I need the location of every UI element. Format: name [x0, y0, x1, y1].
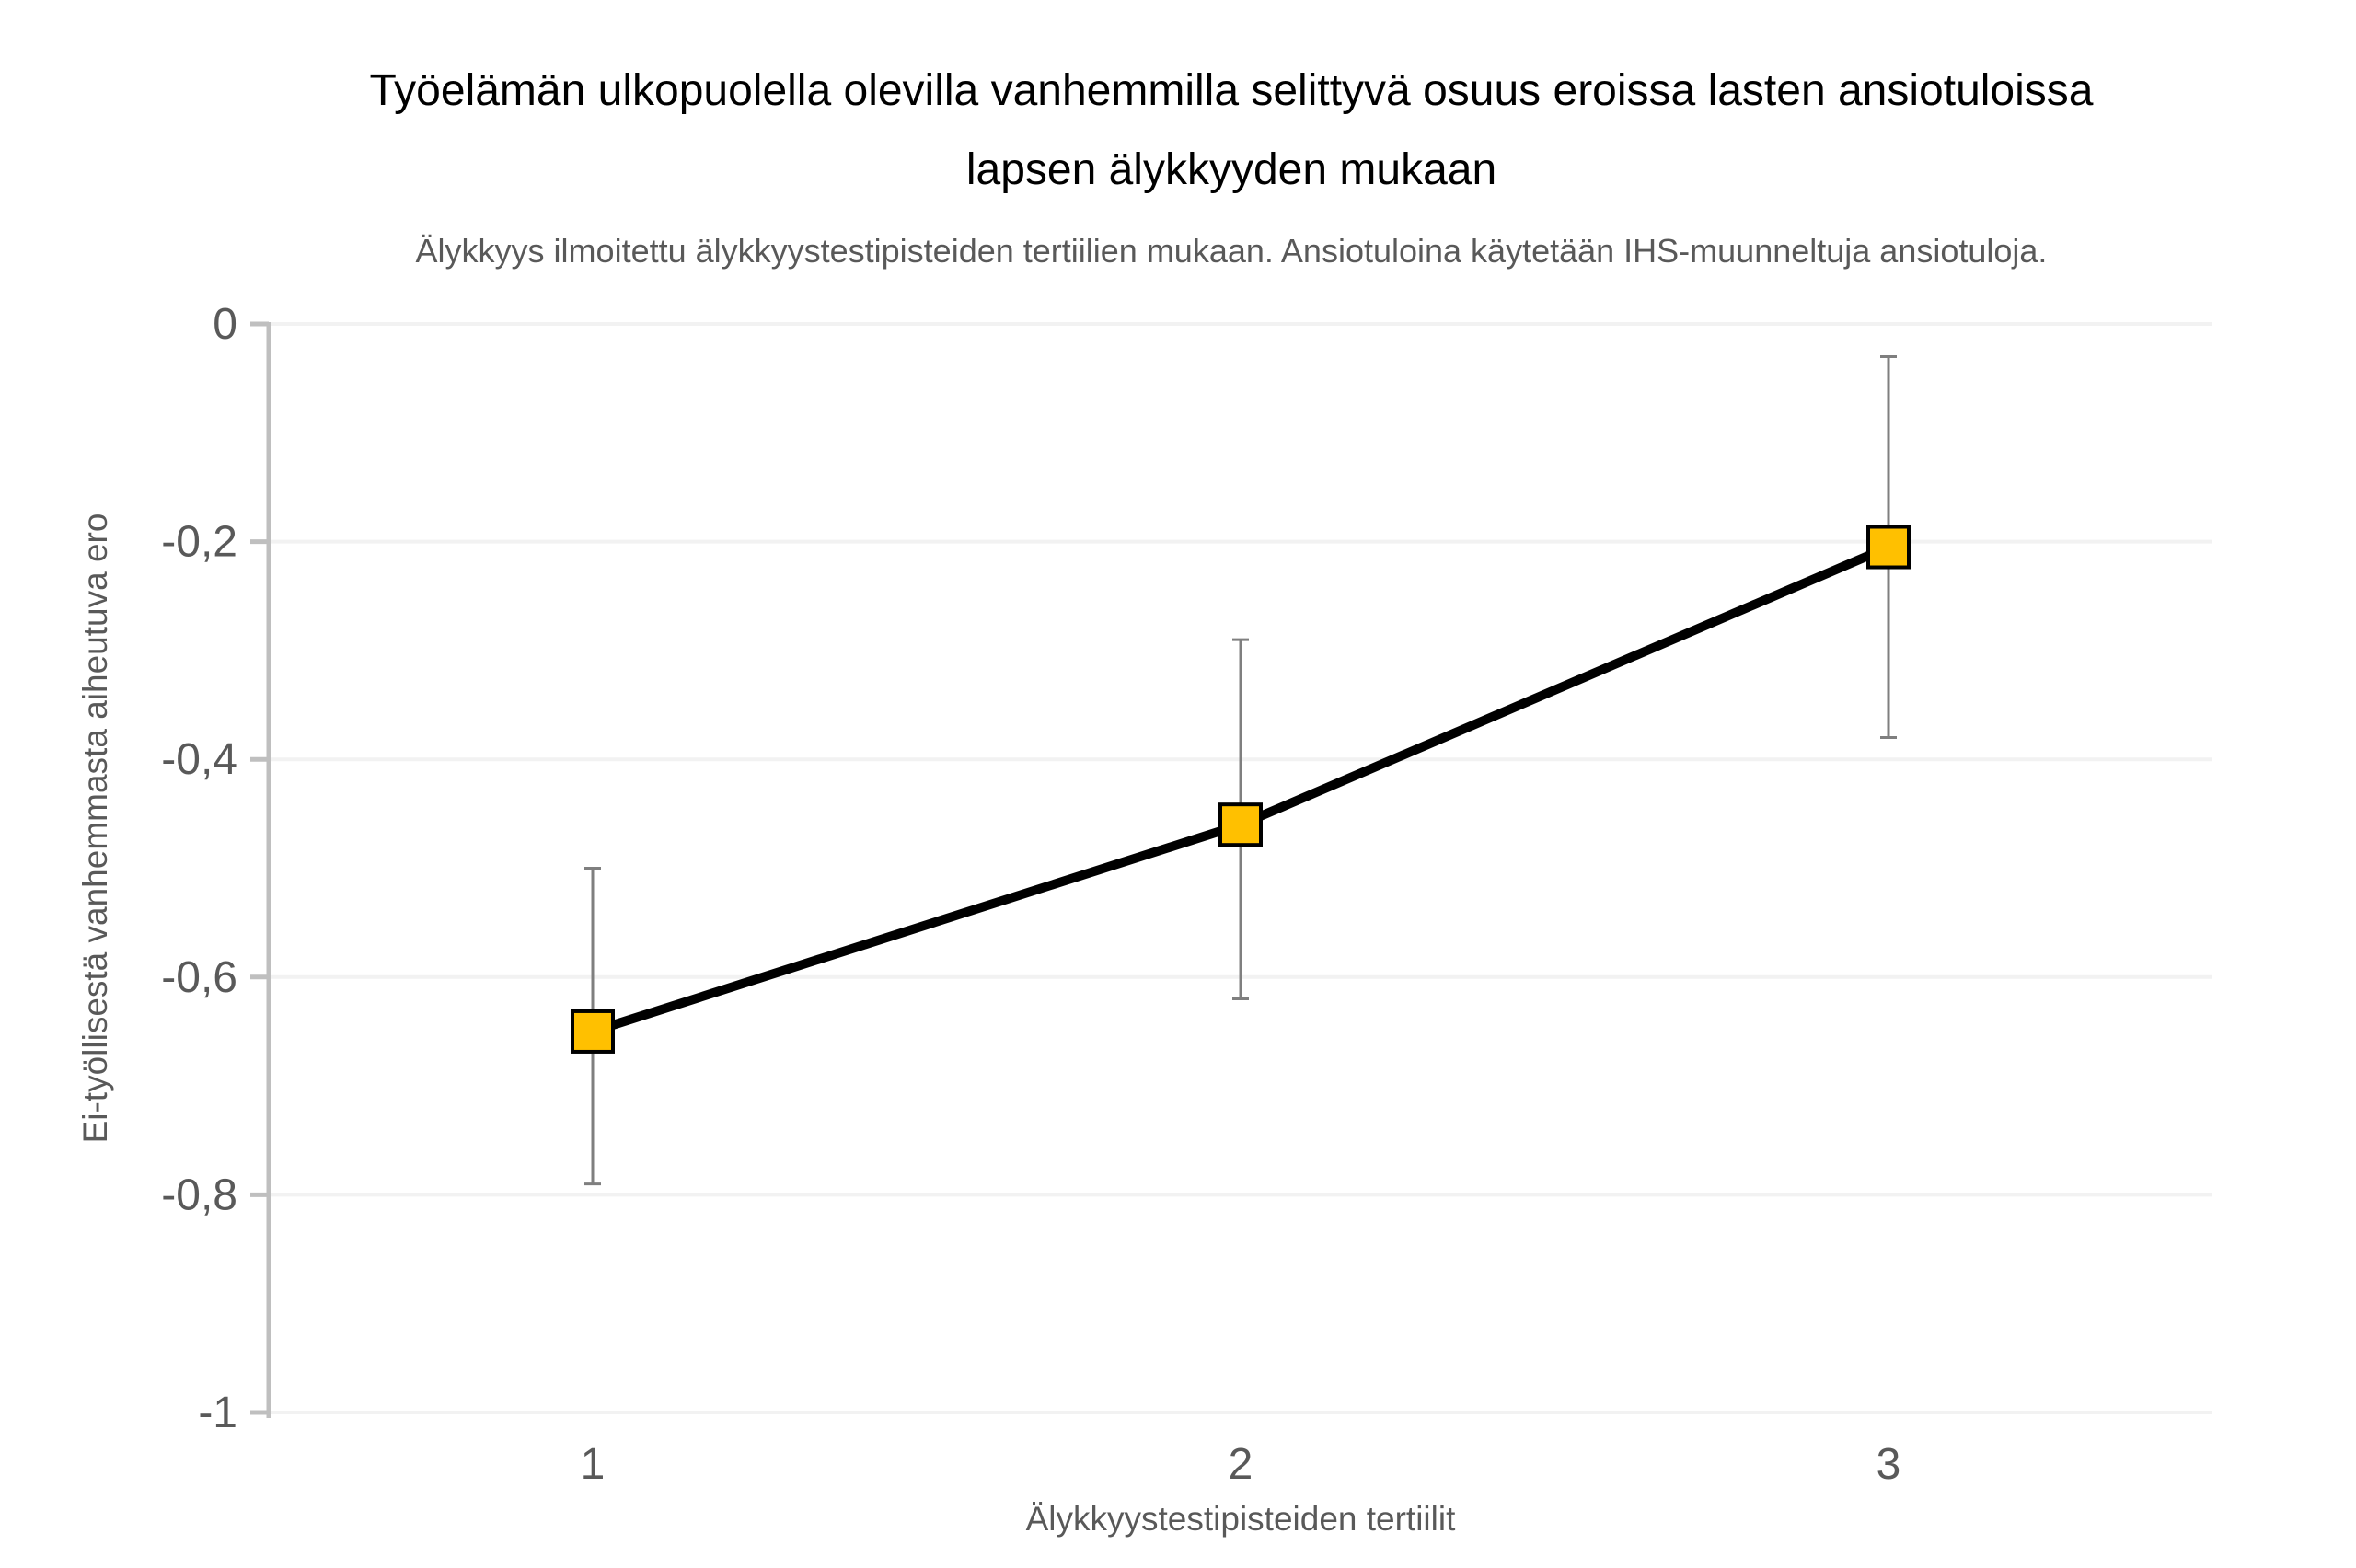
y-tick-label: -0,4	[161, 735, 237, 784]
chart-title: Työelämän ulkopuolella olevilla vanhemmi…	[107, 52, 2356, 210]
y-tick-label: 0	[213, 300, 237, 349]
data-point-marker	[571, 1009, 615, 1054]
y-tick-label: -0,2	[161, 518, 237, 567]
chart-title-line-1: Työelämän ulkopuolella olevilla vanhemmi…	[369, 66, 2094, 115]
y-tick-label: -0,8	[161, 1170, 237, 1219]
x-tick-label: 2	[1229, 1440, 1253, 1489]
x-tick-label: 3	[1877, 1440, 1901, 1489]
data-point-marker	[1866, 525, 1911, 570]
y-tick-label: -0,6	[161, 953, 237, 1002]
chart-subtitle: Älykkyys ilmoitettu älykkyystestipisteid…	[415, 232, 2048, 270]
data-point-marker	[1218, 802, 1263, 847]
x-tick-label: 1	[581, 1440, 606, 1489]
chart-title-line-2: lapsen älykkyyden mukaan	[965, 145, 1497, 194]
y-tick-label: -1	[198, 1389, 237, 1437]
x-axis-title: Älykkyystestipisteiden tertiilit	[1025, 1500, 1456, 1538]
